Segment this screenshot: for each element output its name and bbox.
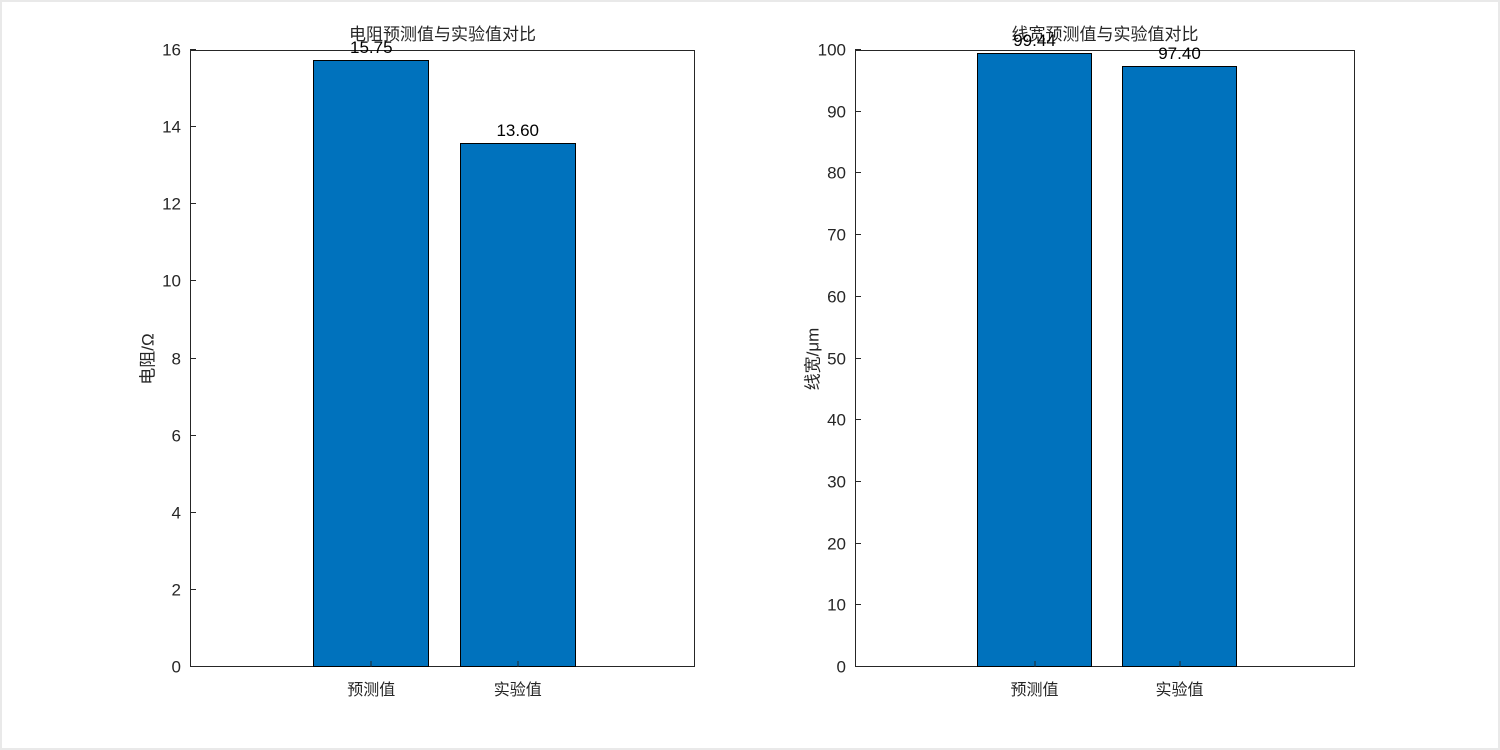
x-tick-label: 预测值 [1010, 682, 1059, 699]
bar [459, 142, 576, 667]
y-tick-mark [190, 357, 196, 359]
y-tick-label: 6 [171, 426, 181, 446]
bar [1122, 66, 1237, 667]
y-tick-label: 16 [162, 40, 181, 60]
y-axis-label: 电阻/Ω [138, 332, 158, 385]
linewidth-chart: 线宽预测值与实验值对比 线宽/μm 0 10 20 30 40 50 60 70 80 90 100… [804, 25, 1355, 699]
y-tick-label: 8 [171, 349, 181, 368]
y-tick-mark [190, 666, 196, 667]
y-tick-label: 70 [827, 225, 846, 245]
bar [977, 53, 1092, 667]
plot-area [190, 50, 695, 667]
y-tick-mark [855, 666, 861, 667]
y-tick-mark [190, 49, 196, 50]
resistance-chart: 电阻预测值与实验值对比 电阻/Ω 0 2 4 6 8 10 12 14 16 15.75 预测值 13… [139, 25, 695, 699]
x-tick-label: 实验值 [493, 682, 542, 699]
y-tick-label: 12 [162, 194, 181, 214]
y-tick-label: 10 [827, 595, 846, 615]
y-tick-mark [190, 203, 196, 205]
y-tick-label: 10 [162, 271, 181, 291]
x-tick-mark [1034, 661, 1035, 667]
y-tick-mark [855, 172, 861, 174]
y-tick-mark [855, 604, 861, 606]
x-tick-label: 实验值 [1155, 682, 1204, 699]
y-tick-label: 20 [827, 534, 846, 554]
y-tick-mark [190, 511, 196, 513]
y-tick-label: 0 [171, 657, 181, 677]
plot-area [855, 50, 1355, 667]
y-tick-mark [855, 357, 861, 359]
x-tick-mark [517, 661, 519, 667]
y-tick-mark [190, 434, 196, 436]
bar-value-label: 99.44 [1013, 31, 1056, 51]
x-tick-mark [370, 661, 372, 667]
chart-title: 线宽预测值与实验值对比 [1011, 25, 1199, 44]
y-tick-mark [855, 542, 861, 544]
y-tick-mark [190, 280, 196, 282]
chart-title: 电阻预测值与实验值对比 [349, 25, 536, 44]
y-tick-mark [190, 126, 196, 128]
y-tick-mark [855, 49, 861, 50]
x-tick-label: 预测值 [347, 682, 396, 699]
y-tick-label: 40 [827, 410, 846, 430]
y-tick-label: 2 [171, 580, 181, 600]
bar-value-label: 15.75 [350, 37, 393, 57]
y-tick-mark [855, 234, 861, 236]
y-tick-mark [855, 419, 861, 421]
y-tick-mark [855, 295, 861, 297]
y-tick-label: 4 [171, 503, 181, 523]
y-tick-label: 90 [827, 102, 846, 122]
y-tick-mark [855, 110, 861, 112]
y-tick-label: 80 [827, 163, 846, 183]
y-tick-label: 100 [817, 40, 846, 60]
y-axis-label: 线宽/μm [803, 327, 823, 390]
x-tick-mark [1179, 661, 1180, 667]
bar-value-label: 97.40 [1158, 44, 1201, 64]
y-tick-label: 0 [836, 657, 846, 677]
y-tick-mark [855, 480, 861, 482]
bar-value-label: 13.60 [496, 120, 540, 140]
y-tick-label: 50 [827, 349, 846, 368]
y-tick-label: 60 [827, 287, 846, 307]
y-tick-label: 14 [162, 117, 181, 137]
bar [313, 59, 430, 667]
y-tick-mark [190, 588, 196, 590]
y-tick-label: 30 [827, 472, 846, 492]
